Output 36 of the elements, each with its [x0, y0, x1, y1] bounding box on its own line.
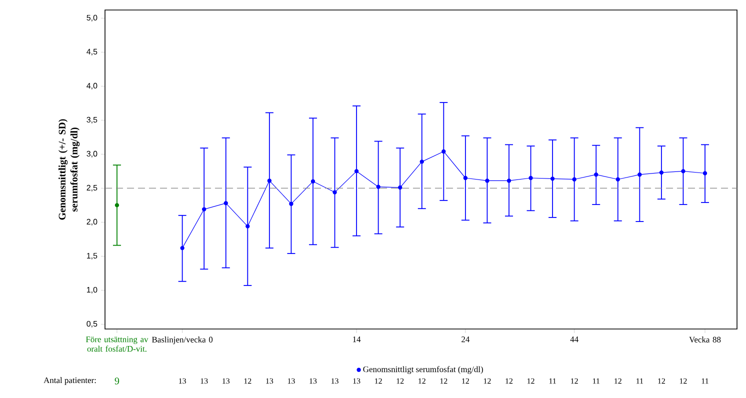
point — [398, 185, 402, 190]
x-tick-label: Baslinjen/vecka 0 — [152, 336, 213, 344]
x-tick-label: 24 — [462, 336, 470, 342]
point — [310, 179, 316, 184]
point — [246, 224, 250, 228]
point — [485, 178, 490, 183]
point — [289, 202, 294, 206]
point — [114, 203, 120, 208]
x-tick-label: 14 — [353, 336, 361, 342]
y-axis-title: Genomsnittligt (+/- SD) serumfosfat (mg/dl) — [58, 119, 80, 220]
point — [506, 178, 512, 183]
point — [332, 190, 337, 194]
point — [616, 177, 620, 182]
text: Antal patienter: — [44, 377, 96, 385]
point — [550, 176, 555, 181]
point — [463, 176, 468, 180]
point — [202, 207, 206, 212]
point — [659, 170, 664, 175]
point — [572, 177, 576, 182]
point — [702, 171, 708, 176]
text: 9 — [114, 378, 120, 384]
point — [594, 172, 598, 177]
legend-label: Genomsnittligt serumfosfat (mg/dl) — [363, 366, 483, 374]
point — [224, 201, 228, 206]
point — [528, 176, 533, 180]
point — [354, 169, 359, 174]
point — [420, 160, 424, 164]
point — [442, 149, 446, 154]
x-tick-label: Vecka 88 — [689, 336, 721, 343]
point — [180, 246, 184, 250]
point — [267, 178, 272, 183]
point — [376, 184, 380, 189]
point — [638, 172, 642, 177]
point — [681, 169, 686, 174]
x-tick-label: Före utsättning av oralt fosfat/D-vit. — [86, 336, 148, 352]
x-tick-label: 44 — [570, 336, 578, 342]
